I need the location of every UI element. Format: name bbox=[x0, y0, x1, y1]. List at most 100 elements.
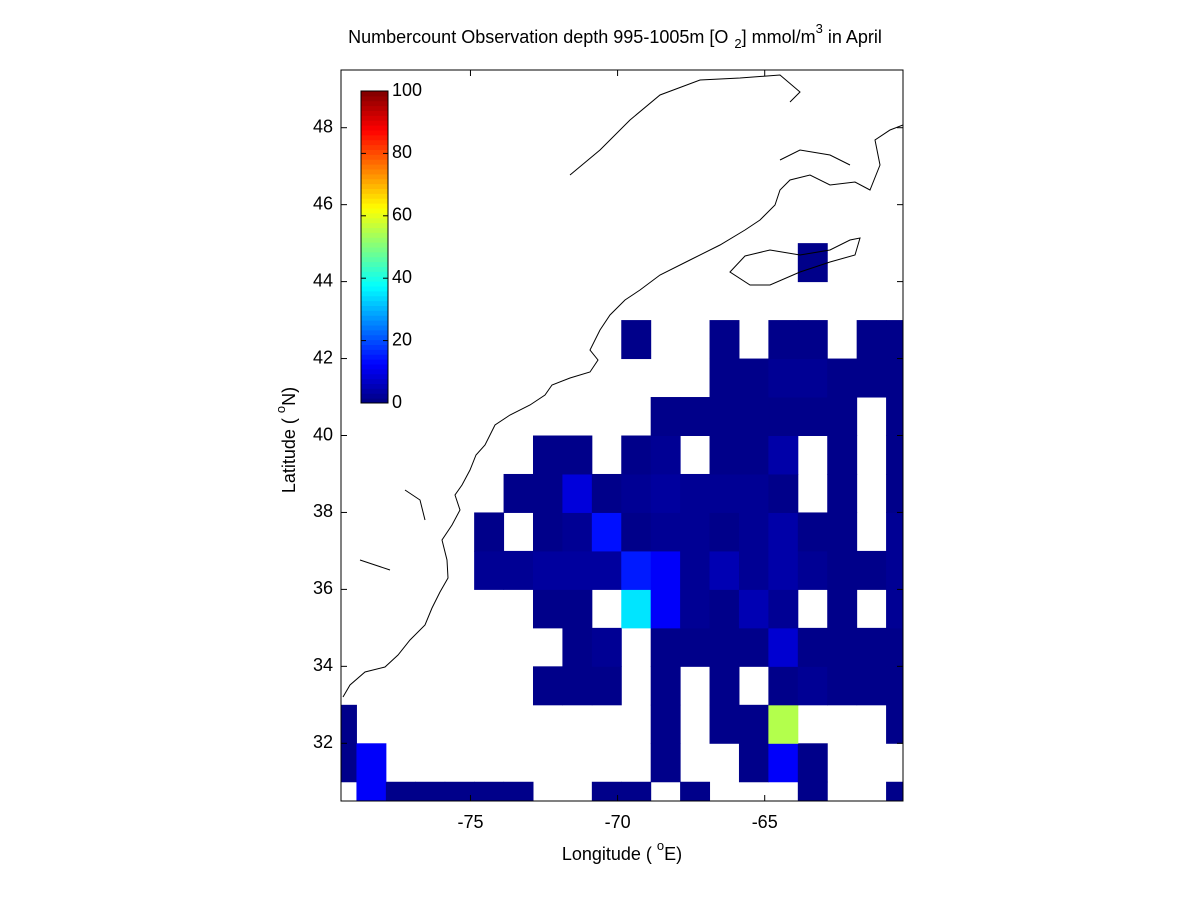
heatmap-cell bbox=[768, 397, 799, 436]
heatmap-cell bbox=[680, 550, 711, 590]
colorbar-frame bbox=[360, 90, 389, 404]
y-tick-label: 32 bbox=[313, 732, 333, 752]
colorbar-swatch bbox=[361, 217, 388, 224]
heatmap-cell bbox=[768, 358, 799, 398]
heatmap-cell bbox=[797, 320, 828, 360]
colorbar-swatch bbox=[361, 242, 388, 248]
colorbar-tick-label: 0 bbox=[392, 392, 402, 412]
title-part: ] mmol/m bbox=[742, 27, 816, 47]
y-tick-label: 40 bbox=[313, 424, 333, 444]
heatmap-cell bbox=[856, 666, 887, 706]
colorbar-swatch bbox=[361, 320, 388, 326]
colorbar-swatch bbox=[361, 368, 388, 375]
y-tick-label: 42 bbox=[313, 347, 333, 367]
colorbar-swatch bbox=[361, 169, 388, 175]
colorbar-swatch bbox=[361, 256, 388, 263]
heatmap-cell bbox=[856, 358, 887, 398]
heatmap-cell bbox=[738, 743, 769, 783]
heatmap-cell bbox=[768, 743, 799, 783]
heatmap-cell bbox=[680, 473, 711, 513]
heatmap-cell bbox=[341, 704, 357, 744]
heatmap-cell bbox=[591, 781, 622, 801]
heatmap-cell bbox=[562, 512, 593, 552]
heatmap-cell bbox=[797, 627, 828, 667]
y-axis-label: Latitude ( oN) bbox=[273, 387, 298, 493]
colorbar-swatch bbox=[361, 378, 388, 384]
colorbar-swatch bbox=[361, 349, 388, 355]
heatmap-cell bbox=[797, 781, 828, 801]
heatmap-cell bbox=[650, 704, 681, 744]
colorbar-swatch bbox=[361, 222, 388, 228]
coast-north-shore bbox=[569, 74, 801, 176]
colorbar-tick-label: 20 bbox=[392, 329, 412, 349]
chart-title: Numbercount Observation depth 995-1005m … bbox=[348, 21, 882, 51]
heatmap-cell bbox=[827, 627, 858, 667]
colorbar-swatch bbox=[361, 193, 388, 199]
heatmap-cell bbox=[827, 666, 858, 706]
heatmap-cell bbox=[650, 743, 681, 783]
heatmap-cell bbox=[474, 781, 505, 801]
y-tick-label: 34 bbox=[313, 655, 333, 675]
heatmap-cell bbox=[474, 512, 505, 552]
heatmap-cell bbox=[738, 435, 769, 475]
title-superscript: 3 bbox=[816, 21, 823, 36]
heatmap-cell bbox=[886, 320, 903, 360]
heatmap-cell bbox=[621, 550, 652, 590]
colorbar-swatch bbox=[361, 276, 388, 282]
heatmap-cell bbox=[738, 512, 769, 552]
colorbar-swatch bbox=[361, 91, 388, 97]
heatmap-cell bbox=[738, 473, 769, 513]
heatmap-cell bbox=[827, 397, 858, 436]
title-subscript: 2 bbox=[734, 36, 741, 51]
title-part: Numbercount Observation depth 995-1005m … bbox=[348, 27, 728, 47]
heatmap-cell bbox=[650, 550, 681, 590]
heatmap-cell bbox=[591, 627, 622, 667]
heatmap-cell bbox=[738, 627, 769, 667]
colorbar-swatch bbox=[361, 139, 388, 146]
colorbar-swatch bbox=[361, 188, 388, 194]
heatmap-cell bbox=[886, 512, 903, 552]
heatmap-cell bbox=[503, 473, 534, 513]
colorbar-swatch bbox=[361, 354, 388, 360]
heatmap-cell bbox=[768, 666, 799, 706]
x-axis-label: Longitude ( oE) bbox=[562, 838, 682, 863]
colorbar-tick-label: 100 bbox=[392, 80, 422, 100]
heatmap-cell bbox=[650, 397, 681, 436]
heatmap-cell bbox=[709, 512, 740, 552]
colorbar-swatch bbox=[361, 286, 388, 292]
colorbar-swatch bbox=[361, 120, 388, 126]
colorbar-swatch bbox=[361, 212, 388, 219]
colorbar-swatch bbox=[361, 95, 388, 102]
x-label-superscript: o bbox=[657, 838, 664, 853]
heatmap-cell bbox=[827, 435, 858, 475]
colorbar-swatch bbox=[361, 159, 388, 165]
colorbar-swatch bbox=[361, 251, 388, 258]
heatmap-cell bbox=[621, 589, 652, 629]
x-tick-label: -75 bbox=[457, 812, 483, 832]
heatmap-cell bbox=[680, 397, 711, 436]
heatmap-cell bbox=[768, 320, 799, 360]
colorbar-swatch bbox=[361, 315, 388, 321]
heatmap-cell bbox=[886, 627, 903, 667]
colorbar-swatch bbox=[361, 339, 388, 345]
heatmap-cell bbox=[709, 704, 740, 744]
heatmap-cell bbox=[650, 666, 681, 706]
heatmap-cell bbox=[562, 435, 593, 475]
heatmap-cell bbox=[856, 550, 887, 590]
colorbar-swatch bbox=[361, 198, 388, 204]
y-label-part: N) bbox=[279, 387, 299, 406]
colorbar-swatch bbox=[361, 373, 388, 380]
colorbar-swatch bbox=[361, 164, 388, 170]
heatmap-cell bbox=[709, 358, 740, 398]
colorbar-swatch bbox=[361, 383, 388, 389]
x-label-part: Longitude ( bbox=[562, 844, 657, 864]
colorbar-swatch bbox=[361, 325, 388, 331]
heatmap-cell bbox=[886, 550, 903, 590]
heatmap-cell bbox=[621, 473, 652, 513]
heatmap-cell bbox=[738, 704, 769, 744]
colorbar-swatch bbox=[361, 271, 388, 277]
heatmap-cell bbox=[886, 358, 903, 398]
heatmap-cell bbox=[562, 666, 593, 706]
heatmap-cell bbox=[650, 473, 681, 513]
